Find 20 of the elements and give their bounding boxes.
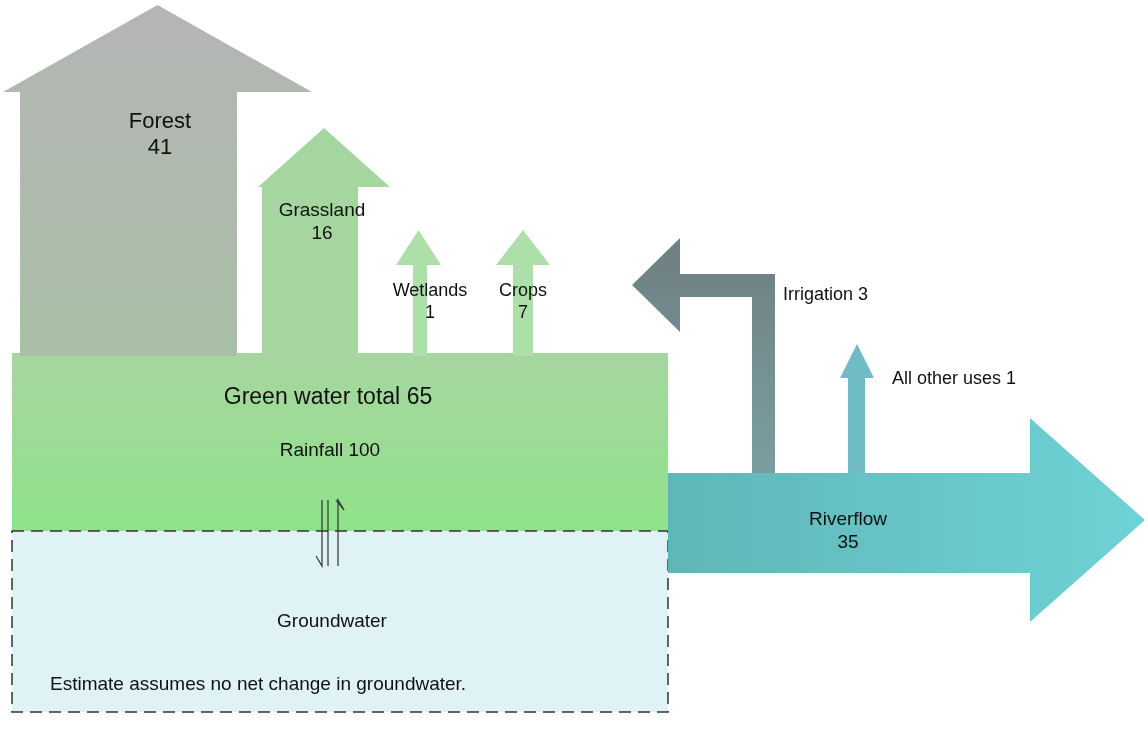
text: Estimate assumes no net change in groundwater.	[50, 673, 467, 694]
data-label: 41	[147, 134, 173, 160]
category-label: Forest	[128, 108, 192, 133]
data-label: 1	[424, 301, 436, 322]
category-label: Crops	[498, 280, 548, 300]
data-label: 65	[406, 383, 433, 409]
data-label: 16	[311, 221, 333, 243]
category-label: Green water total	[223, 383, 401, 409]
data-label: 3	[858, 284, 869, 304]
category-label: Grassland	[278, 199, 366, 220]
data-label: 7	[517, 301, 529, 322]
data-label: 100	[348, 439, 381, 460]
category-label: Rainfall	[279, 439, 344, 460]
category-label: All other uses	[892, 368, 1002, 388]
data-label: 35	[837, 530, 859, 552]
category-label: Wetlands	[392, 280, 468, 300]
category-label: Irrigation	[783, 284, 854, 304]
category-label: Riverflow	[808, 508, 888, 529]
category-label: Groundwater	[277, 610, 388, 631]
data-label: 1	[1006, 368, 1017, 388]
